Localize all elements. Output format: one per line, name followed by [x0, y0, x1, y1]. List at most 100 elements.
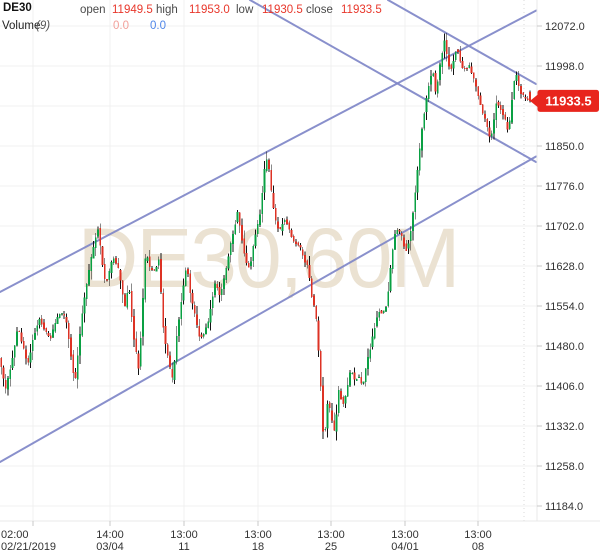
candle-up — [378, 312, 381, 318]
candle-up — [9, 369, 12, 379]
descending-channel-lower[interactable] — [249, 0, 537, 163]
candlestick-series — [0, 32, 531, 441]
candle-down — [286, 219, 288, 224]
candle-down — [279, 227, 282, 230]
candle-down — [47, 332, 50, 336]
candle-down — [297, 242, 300, 246]
candle-down — [268, 160, 270, 170]
candle-down — [4, 379, 7, 389]
candle-down — [43, 322, 45, 329]
candle-down — [74, 372, 77, 379]
candle-up — [265, 159, 268, 172]
candle-up — [358, 376, 360, 378]
time-axis-label-time: 13:00 — [464, 529, 492, 541]
candle-up — [90, 256, 93, 272]
candle-up — [220, 289, 223, 296]
price-axis-label: 11184.0 — [545, 501, 583, 513]
candle-down — [101, 246, 104, 266]
candle-down — [319, 351, 322, 387]
candle-down — [119, 269, 122, 281]
candle-up — [367, 357, 369, 369]
candle-down — [299, 245, 302, 248]
candle-down — [40, 318, 43, 325]
candle-down — [502, 108, 504, 115]
candle-up — [254, 234, 257, 246]
candle-down — [191, 293, 194, 304]
candle-up — [412, 212, 414, 231]
candle-up — [263, 169, 266, 193]
candle-up — [52, 329, 54, 338]
time-axis-label-date: 08 — [472, 541, 484, 553]
candle-up — [178, 319, 180, 336]
candle-up — [513, 81, 516, 100]
candle-down — [463, 67, 466, 69]
candle-down — [477, 86, 480, 97]
candle-down — [241, 225, 243, 241]
candle-down — [475, 79, 477, 87]
time-axis-label-time: 13:00 — [244, 529, 272, 541]
ascending-channel-lower[interactable] — [0, 155, 537, 463]
candle-up — [515, 75, 518, 82]
last-price-value: 11933.5 — [545, 93, 591, 108]
candle-down — [466, 68, 468, 70]
candle-down — [517, 75, 520, 87]
price-axis-label: 11702.0 — [545, 221, 584, 233]
candle-down — [164, 326, 167, 345]
candle-up — [92, 246, 95, 259]
candle-down — [148, 256, 151, 268]
time-axis[interactable]: 02:0002/21/201914:0003/0413:001113:00181… — [1, 521, 492, 553]
candle-down — [169, 355, 171, 367]
candle-down — [65, 316, 68, 323]
candle-up — [31, 340, 34, 352]
candle-down — [27, 357, 30, 363]
candle-down — [434, 73, 437, 92]
candle-down — [445, 39, 448, 54]
candle-up — [252, 246, 255, 261]
candle-down — [450, 64, 453, 69]
candle-down — [524, 96, 527, 99]
time-axis-label-time: 13:00 — [170, 529, 198, 541]
candle-up — [430, 76, 432, 85]
candle-up — [452, 61, 455, 69]
candle-up — [394, 234, 396, 250]
candle-up — [38, 318, 41, 325]
time-axis-label-time: 13:00 — [317, 529, 345, 541]
candle-down — [520, 86, 522, 94]
time-axis-label-date: 02/21/2019 — [1, 541, 56, 553]
candle-down — [448, 55, 450, 67]
candle-down — [470, 66, 473, 73]
price-axis[interactable]: 12072.0 11998.0 11850.0 11776.0 11702.0 11628… — [537, 21, 585, 513]
candle-up — [81, 313, 84, 336]
candle-up — [418, 148, 421, 171]
candle-down — [153, 269, 156, 271]
candle-up — [351, 372, 354, 374]
candle-up — [94, 237, 97, 249]
price-axis-label: 11258.0 — [545, 461, 584, 473]
candle-down — [398, 230, 401, 232]
candle-up — [142, 297, 144, 337]
descending-channel-upper[interactable] — [387, 0, 537, 85]
candle-up — [139, 338, 142, 367]
candle-up — [144, 258, 147, 300]
candle-down — [187, 269, 189, 275]
candle-up — [373, 328, 376, 339]
candle-up — [13, 345, 16, 358]
candle-down — [67, 322, 70, 339]
candle-up — [324, 429, 327, 431]
candle-up — [495, 103, 498, 120]
candle-down — [274, 208, 277, 221]
candle-up — [108, 270, 111, 281]
price-axis-label: 11850.0 — [545, 141, 584, 153]
price-axis-label: 11332.0 — [545, 421, 584, 433]
candle-up — [389, 267, 392, 291]
candle-up — [443, 40, 446, 52]
candle-up — [493, 119, 495, 134]
candle-up — [223, 278, 225, 290]
candle-up — [427, 86, 430, 99]
candle-up — [346, 385, 349, 397]
candle-down — [18, 330, 21, 333]
candle-up — [58, 314, 61, 319]
candle-up — [182, 285, 185, 301]
candle-up — [409, 231, 412, 242]
